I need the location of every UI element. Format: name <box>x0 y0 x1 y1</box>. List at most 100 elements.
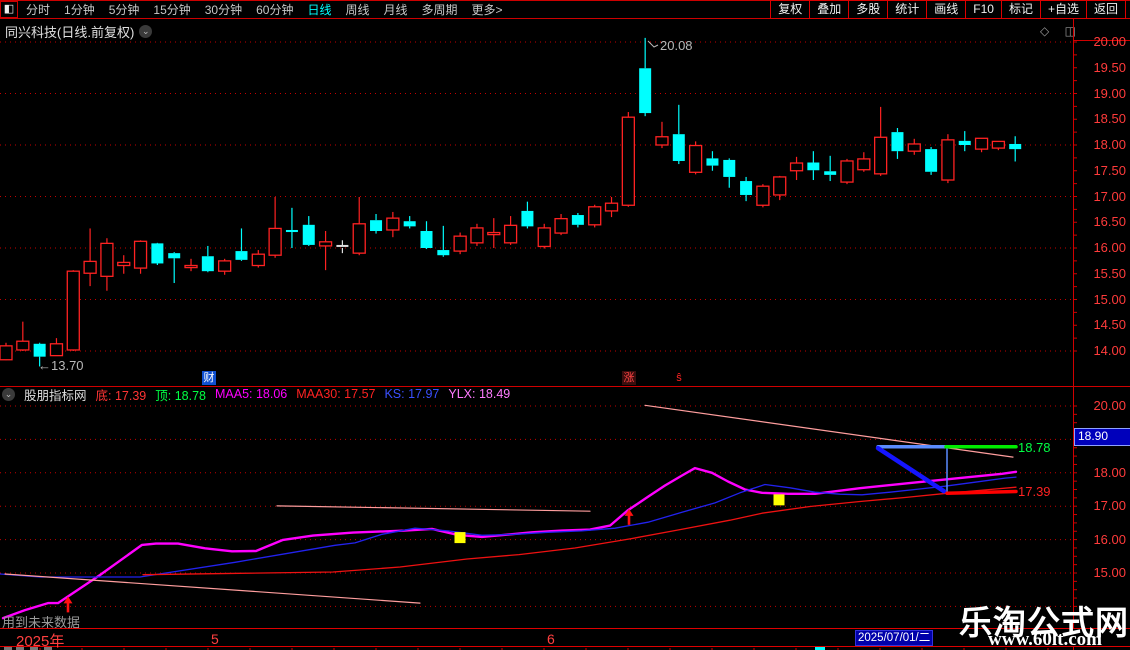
candle-body-up[interactable] <box>386 217 400 231</box>
candle-body-up[interactable] <box>756 185 770 206</box>
candle-body-down[interactable] <box>201 256 214 272</box>
menu-item-15分钟[interactable]: 15分钟 <box>153 3 191 17</box>
candle-body-up[interactable] <box>873 136 888 175</box>
main-axis-label: 17.50 <box>1093 162 1126 178</box>
candle-body-up[interactable] <box>907 143 921 152</box>
candle-body-up[interactable] <box>537 227 551 248</box>
candle-body-up[interactable] <box>318 241 333 247</box>
candle-body-down[interactable] <box>925 149 938 172</box>
indicator-line-ks_blue <box>0 476 1017 578</box>
candle-body-down[interactable] <box>639 68 652 114</box>
main-axis-label: 16.00 <box>1093 240 1126 255</box>
candle-body-up[interactable] <box>857 158 871 171</box>
date-axis-bar[interactable] <box>0 628 1130 647</box>
candle-body-down[interactable] <box>824 171 837 175</box>
candle-body-down[interactable] <box>740 181 753 195</box>
candle-body-down[interactable] <box>235 251 248 260</box>
menu-item-更多>[interactable]: 更多> <box>471 3 503 17</box>
candle-body-down[interactable] <box>807 162 820 171</box>
candle-body-up[interactable] <box>16 340 30 351</box>
candle-body-up[interactable] <box>184 264 198 269</box>
candle-body-up[interactable] <box>974 137 989 150</box>
indicator-line-ylx_trend <box>644 404 1014 458</box>
candle-body-down[interactable] <box>370 220 383 232</box>
candle-body-up[interactable] <box>554 217 568 234</box>
level-label-17.39: 17.39 <box>1018 484 1051 500</box>
menu-item-多周期[interactable]: 多周期 <box>421 3 458 17</box>
indicator-axis-label: 15.00 <box>1093 565 1126 580</box>
candle-body-up[interactable] <box>117 261 131 267</box>
candle-body-down[interactable] <box>891 132 904 152</box>
candle-body-up[interactable] <box>470 227 484 244</box>
indicator-axis-label: 18.00 <box>1093 464 1126 480</box>
main-axis-label: 15.50 <box>1093 265 1126 281</box>
candle-body-up[interactable] <box>503 224 518 244</box>
main-axis-label: 20.00 <box>1093 34 1126 49</box>
menu-item-日线[interactable]: 日线 <box>307 3 332 17</box>
candle-body-up[interactable] <box>941 139 955 181</box>
candle-body-up[interactable] <box>133 240 148 269</box>
candle-body-up[interactable] <box>991 140 1006 149</box>
candle-body-down[interactable] <box>151 243 164 264</box>
candle-body-up[interactable] <box>789 162 804 172</box>
candle-body-up[interactable] <box>0 345 13 361</box>
candle-body-up[interactable] <box>688 144 703 173</box>
candle-body-up[interactable] <box>655 136 669 146</box>
chevron-down-icon[interactable]: ⌄ <box>139 25 153 38</box>
chevron-down-icon[interactable]: ⌄ <box>2 387 15 401</box>
candle-body-down[interactable] <box>403 221 416 227</box>
candle-body-up[interactable] <box>352 223 366 254</box>
candle-body-down[interactable] <box>437 250 450 256</box>
high-annotation: 20.08 <box>660 38 693 53</box>
main-axis-label: 14.00 <box>1093 343 1126 358</box>
candle-body-up[interactable] <box>49 343 64 357</box>
candle-body-up[interactable] <box>487 231 501 236</box>
candle-body-down[interactable] <box>33 343 46 357</box>
main-axis-label: 18.00 <box>1093 137 1126 152</box>
menu-item-1分钟[interactable]: 1分钟 <box>64 3 95 17</box>
indicator-field-KS: KS: 17.97 <box>384 387 440 401</box>
candle-body-up[interactable] <box>268 227 282 256</box>
menu-item-月线[interactable]: 月线 <box>383 3 408 17</box>
menu-item-周线[interactable]: 周线 <box>345 3 370 17</box>
dividend-icon[interactable]: ŝ <box>676 372 682 384</box>
cutoff-text-remnant <box>30 646 38 650</box>
candle-body-up[interactable] <box>251 253 265 267</box>
candle-body-up[interactable] <box>83 260 97 274</box>
candle-body-up[interactable] <box>773 176 787 196</box>
menu-item-分时[interactable]: 分时 <box>26 3 51 17</box>
candle-body-up[interactable] <box>218 260 232 272</box>
candle-body-down[interactable] <box>168 253 181 259</box>
menu-item-30分钟[interactable]: 30分钟 <box>204 3 243 17</box>
menu-item-5分钟[interactable]: 5分钟 <box>108 3 140 17</box>
candle-body-down[interactable] <box>958 140 971 145</box>
candle-body-up[interactable] <box>840 160 854 183</box>
split-window-icon[interactable]: ◧ <box>0 1 18 18</box>
cutoff-text-remnant <box>4 646 12 650</box>
candle-body-down[interactable] <box>571 215 584 225</box>
candle-body-up[interactable] <box>588 206 602 226</box>
menu-item-返回[interactable]: 返回 <box>1085 0 1126 19</box>
main-axis-label: 16.50 <box>1093 214 1126 230</box>
report-icon[interactable]: 财 <box>202 371 216 385</box>
corner-icons[interactable]: ◇ ◫ <box>1040 24 1082 38</box>
candle-body-up[interactable] <box>453 235 467 252</box>
candle-body-down[interactable] <box>302 224 315 245</box>
main-axis-label: 15.00 <box>1093 291 1126 307</box>
candle-body-down[interactable] <box>672 134 685 161</box>
buy-arrow-icon <box>63 596 73 604</box>
candle-body-up[interactable] <box>100 242 114 277</box>
candle-body-up[interactable] <box>66 270 80 351</box>
menu-item-60分钟[interactable]: 60分钟 <box>256 3 294 17</box>
candle-body-up[interactable] <box>621 116 635 206</box>
candle-body-down[interactable] <box>420 231 433 248</box>
period-menu: 分时 1分钟 5分钟 15分钟 30分钟 60分钟 日线 周线 月线 多周期 更多> <box>18 1 771 18</box>
candle-body-down[interactable] <box>521 210 534 227</box>
candle-body-down[interactable] <box>723 159 736 177</box>
candle-body-up[interactable] <box>604 202 619 212</box>
limit-up-icon[interactable]: 涨 <box>622 371 636 385</box>
candle-body-down[interactable] <box>1009 143 1022 150</box>
candle-body-down[interactable] <box>706 158 719 166</box>
candle-body-down[interactable] <box>285 229 298 233</box>
